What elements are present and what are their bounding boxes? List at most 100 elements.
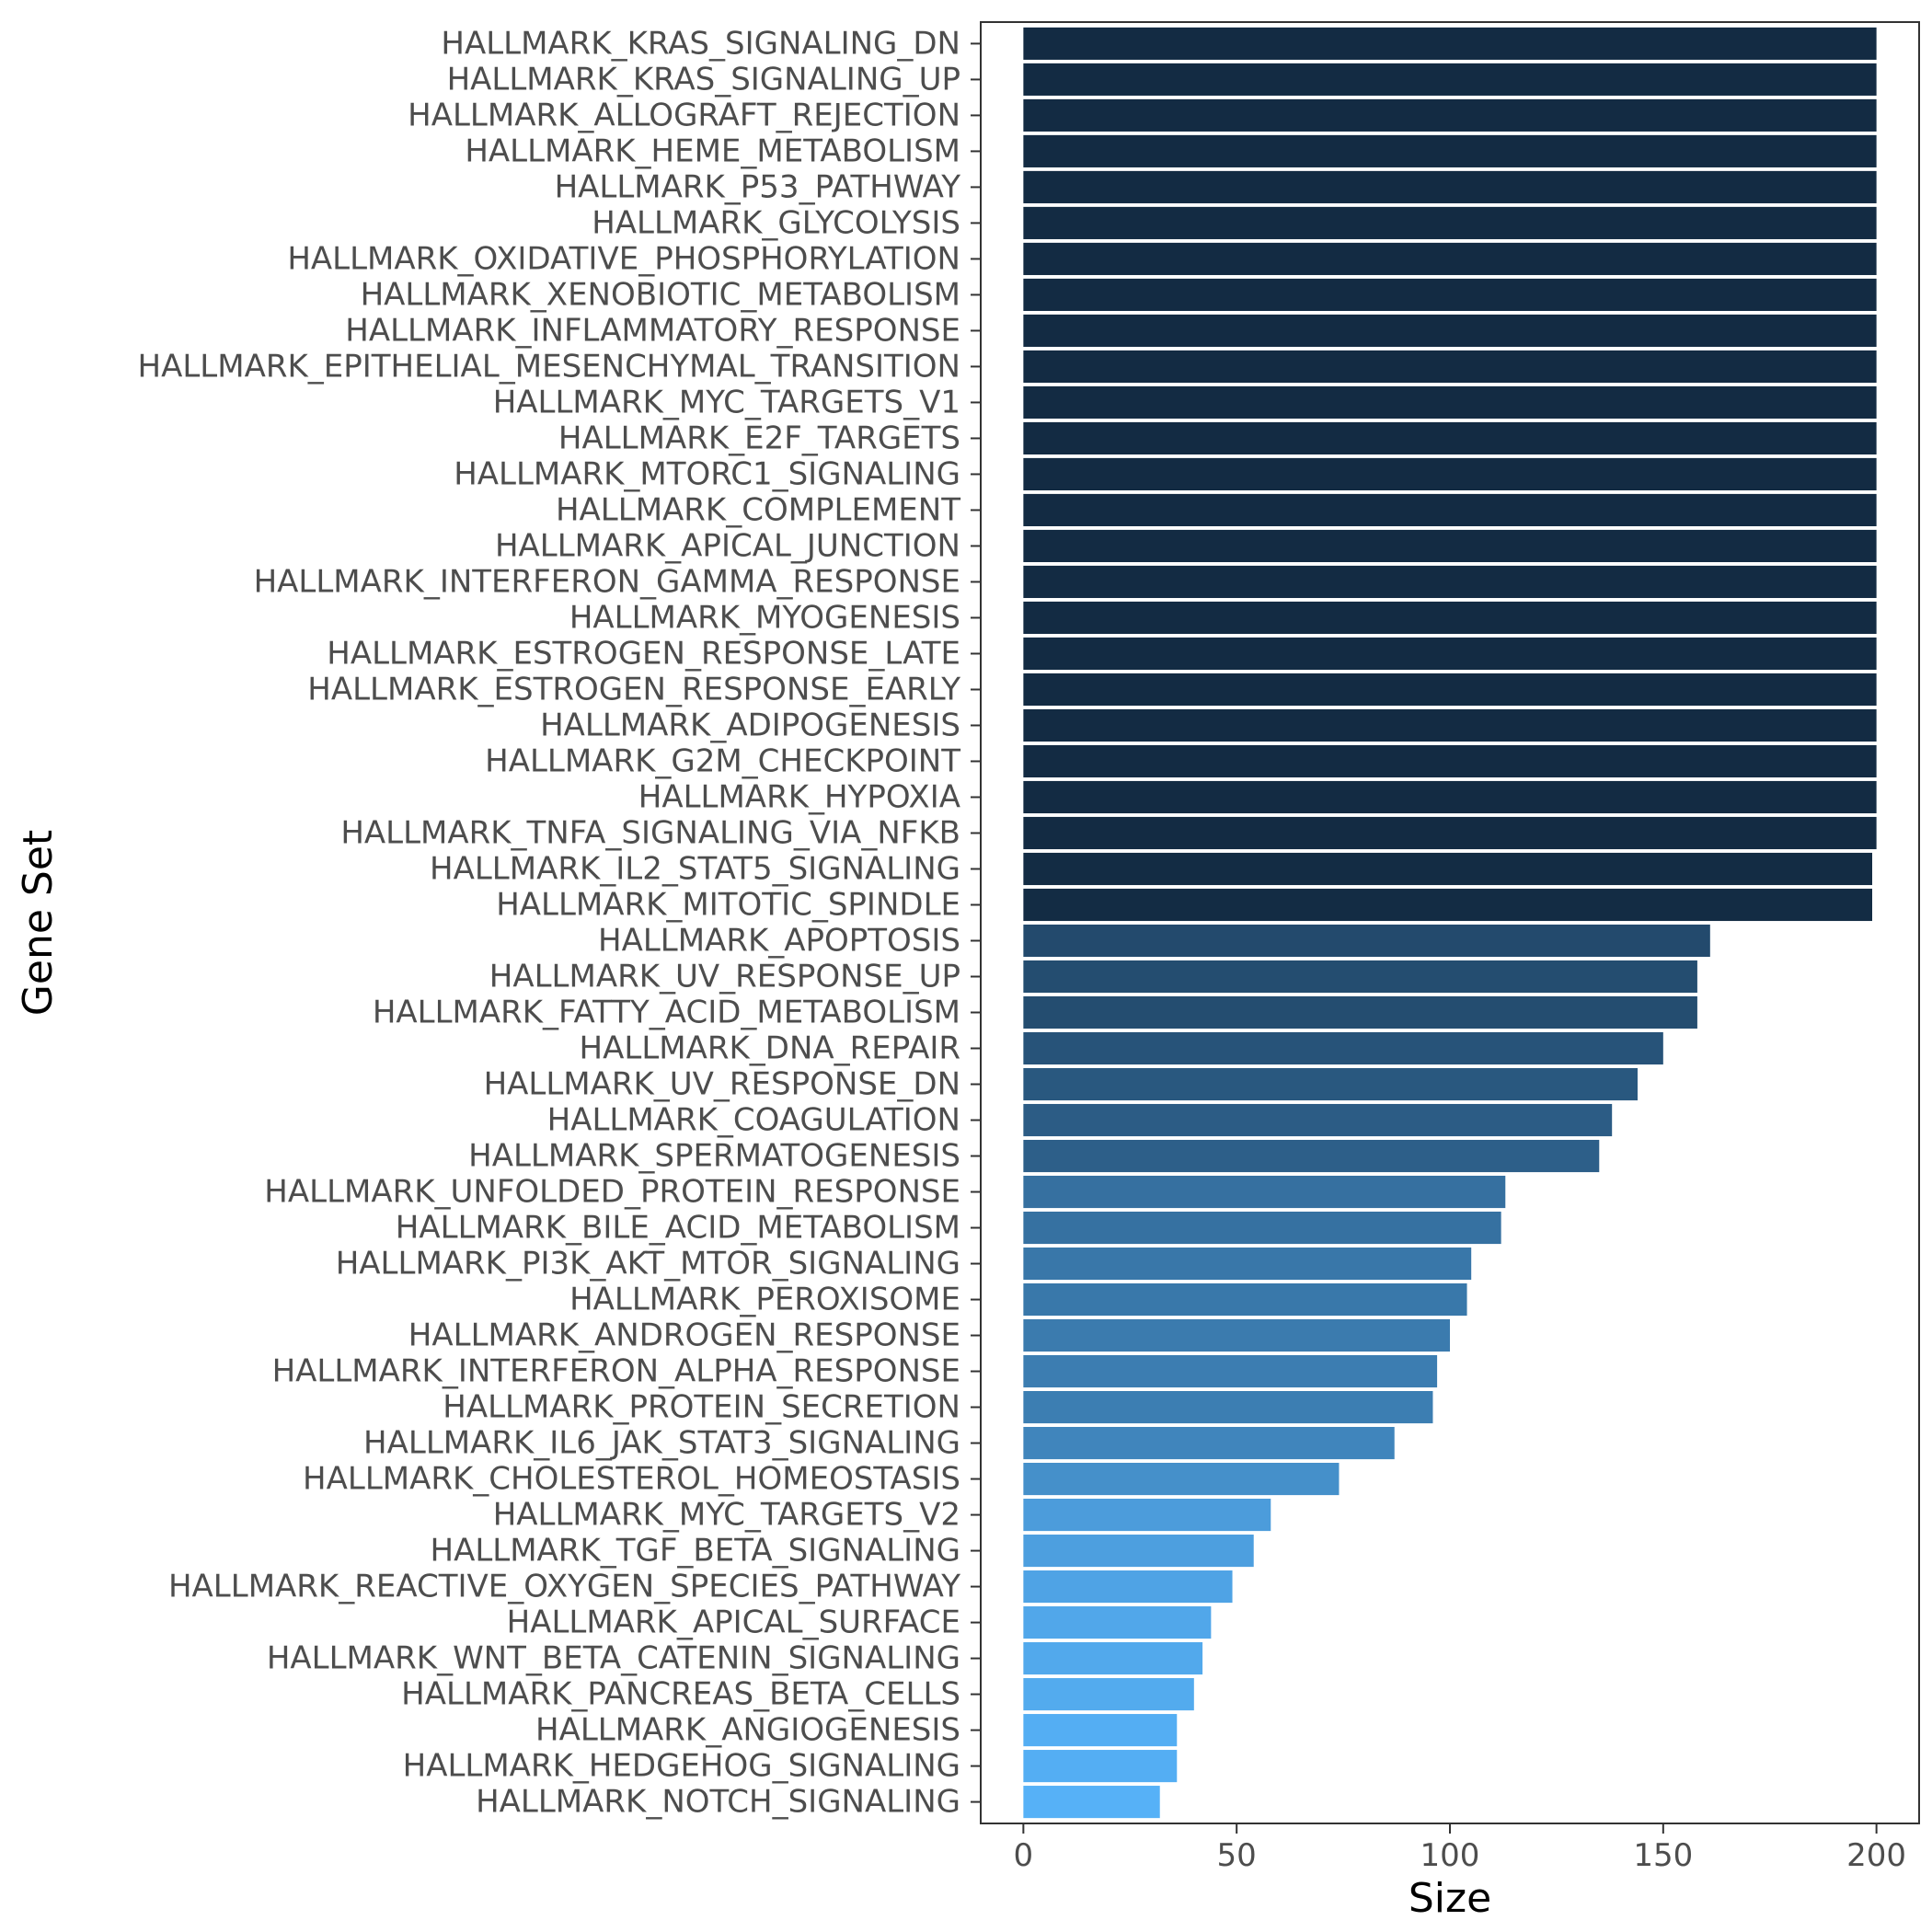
y-tick-label: HALLMARK_MYOGENESIS (569, 599, 960, 636)
bar (1023, 1678, 1194, 1711)
y-tick-label: HALLMARK_HYPOXIA (638, 778, 960, 815)
bar (1023, 960, 1697, 994)
y-tick-label: HALLMARK_IL6_JAK_STAT3_SIGNALING (363, 1425, 960, 1462)
bar (1023, 1282, 1467, 1317)
bar (1023, 1031, 1663, 1065)
y-axis-title: Gene Set (15, 830, 62, 1016)
y-tick-label: HALLMARK_E2F_TARGETS (558, 420, 960, 456)
bar (1023, 1391, 1433, 1424)
y-tick-label: HALLMARK_OXIDATIVE_PHOSPHORYLATION (287, 240, 960, 277)
x-tick-label: 50 (1217, 1837, 1257, 1874)
bar (1023, 1427, 1395, 1460)
y-tick-label: HALLMARK_ALLOGRAFT_REJECTION (408, 97, 960, 133)
y-tick-label: HALLMARK_COAGULATION (547, 1102, 960, 1139)
y-tick-label: HALLMARK_BILE_ACID_METABOLISM (396, 1210, 960, 1247)
bar (1023, 1354, 1438, 1388)
y-tick-label: HALLMARK_ESTROGEN_RESPONSE_EARLY (307, 671, 960, 707)
bar (1023, 565, 1877, 599)
y-tick-label: HALLMARK_TGF_BETA_SIGNALING (431, 1533, 961, 1570)
y-tick-label: HALLMARK_APOPTOSIS (598, 923, 960, 960)
y-tick-label: HALLMARK_INTERFERON_ALPHA_RESPONSE (272, 1353, 960, 1390)
y-tick-label: HALLMARK_CHOLESTEROL_HOMEOSTASIS (303, 1461, 960, 1498)
y-tick-label: HALLMARK_SPERMATOGENESIS (468, 1138, 960, 1175)
bar (1023, 206, 1877, 239)
y-tick-label: HALLMARK_UNFOLDED_PROTEIN_RESPONSE (264, 1174, 960, 1211)
bar (1023, 278, 1877, 311)
x-tick-label: 100 (1420, 1837, 1480, 1874)
bar (1023, 385, 1877, 419)
bar (1023, 1103, 1613, 1137)
bar (1023, 744, 1877, 778)
y-tick-label: HALLMARK_PANCREAS_BETA_CELLS (401, 1676, 960, 1713)
bar (1023, 708, 1877, 742)
bar (1023, 924, 1710, 958)
bar (1023, 1499, 1271, 1532)
y-tick-label: HALLMARK_G2M_CHECKPOINT (485, 742, 960, 779)
y-tick-label: HALLMARK_ANDROGEN_RESPONSE (408, 1317, 960, 1354)
y-tick-label: HALLMARK_MITOTIC_SPINDLE (496, 886, 960, 923)
bar (1023, 1247, 1472, 1281)
y-tick-label: HALLMARK_DNA_REPAIR (580, 1030, 960, 1067)
bar (1023, 170, 1877, 203)
bar (1023, 1642, 1203, 1675)
y-tick-label: HALLMARK_COMPLEMENT (556, 491, 960, 528)
bar (1023, 350, 1877, 383)
bar (1023, 421, 1877, 454)
bars-layer (1023, 27, 1877, 1819)
y-tick-label: HALLMARK_KRAS_SIGNALING_DN (441, 25, 960, 62)
y-tick-label: HALLMARK_INFLAMMATORY_RESPONSE (345, 312, 960, 349)
y-tick-label: HALLMARK_ESTROGEN_RESPONSE_LATE (327, 635, 960, 672)
bar (1023, 1570, 1233, 1604)
y-tick-label: HALLMARK_ANGIOGENESIS (535, 1712, 960, 1749)
y-tick-label: HALLMARK_APICAL_SURFACE (507, 1604, 960, 1641)
bar (1023, 995, 1697, 1029)
y-tick-label: HALLMARK_PEROXISOME (569, 1282, 960, 1318)
y-tick-label: HALLMARK_APICAL_JUNCTION (495, 527, 960, 564)
bar (1023, 816, 1877, 850)
bar (1023, 1318, 1450, 1352)
bar (1023, 637, 1877, 671)
y-tick-label: HALLMARK_KRAS_SIGNALING_UP (447, 61, 960, 98)
bar (1023, 1535, 1254, 1568)
y-tick-label: HALLMARK_PROTEIN_SECRETION (443, 1389, 960, 1426)
y-tick-label: HALLMARK_REACTIVE_OXYGEN_SPECIES_PATHWAY (168, 1569, 960, 1605)
bar (1023, 1606, 1212, 1639)
bar (1023, 1067, 1638, 1101)
y-tick-label: HALLMARK_ADIPOGENESIS (540, 707, 960, 743)
bar (1023, 780, 1877, 814)
y-tick-label: HALLMARK_NOTCH_SIGNALING (476, 1784, 960, 1821)
y-tick-label: HALLMARK_XENOBIOTIC_METABOLISM (361, 276, 960, 313)
y-tick-label: HALLMARK_UV_RESPONSE_UP (489, 959, 960, 995)
bar (1023, 888, 1872, 922)
x-axis: 0 50 100 150 200 (1014, 1823, 1906, 1874)
bar (1023, 673, 1877, 707)
bar (1023, 1786, 1160, 1819)
bar (1023, 1463, 1340, 1496)
bar (1023, 242, 1877, 275)
bar (1023, 493, 1877, 527)
bar (1023, 314, 1877, 347)
y-tick-label: HALLMARK_MTORC1_SIGNALING (454, 455, 960, 492)
bar (1023, 27, 1877, 60)
y-tick-label: HALLMARK_UV_RESPONSE_DN (484, 1066, 960, 1103)
bar (1023, 1750, 1178, 1783)
x-tick-label: 150 (1633, 1837, 1693, 1874)
bar (1023, 134, 1877, 167)
bar (1023, 457, 1877, 491)
y-tick-label: HALLMARK_GLYCOLYSIS (592, 204, 960, 241)
y-tick-label: HALLMARK_MYC_TARGETS_V1 (493, 384, 960, 420)
y-tick-label: HALLMARK_WNT_BETA_CATENIN_SIGNALING (267, 1640, 960, 1677)
y-tick-label: HALLMARK_HEME_METABOLISM (465, 132, 960, 169)
y-tick-label: HALLMARK_PI3K_AKT_MTOR_SIGNALING (336, 1246, 960, 1282)
bar (1023, 63, 1877, 96)
y-axis: HALLMARK_KRAS_SIGNALING_DNHALLMARK_KRAS_… (138, 25, 981, 1821)
bar (1023, 1714, 1178, 1747)
y-tick-label: HALLMARK_INTERFERON_GAMMA_RESPONSE (254, 563, 960, 600)
bar (1023, 1211, 1501, 1245)
x-tick-label: 0 (1014, 1837, 1034, 1874)
y-tick-label: HALLMARK_MYC_TARGETS_V2 (493, 1497, 960, 1534)
bar (1023, 852, 1872, 886)
bar (1023, 1139, 1600, 1173)
y-tick-label: HALLMARK_EPITHELIAL_MESENCHYMAL_TRANSITI… (138, 348, 960, 385)
y-tick-label: HALLMARK_HEDGEHOG_SIGNALING (403, 1748, 960, 1785)
